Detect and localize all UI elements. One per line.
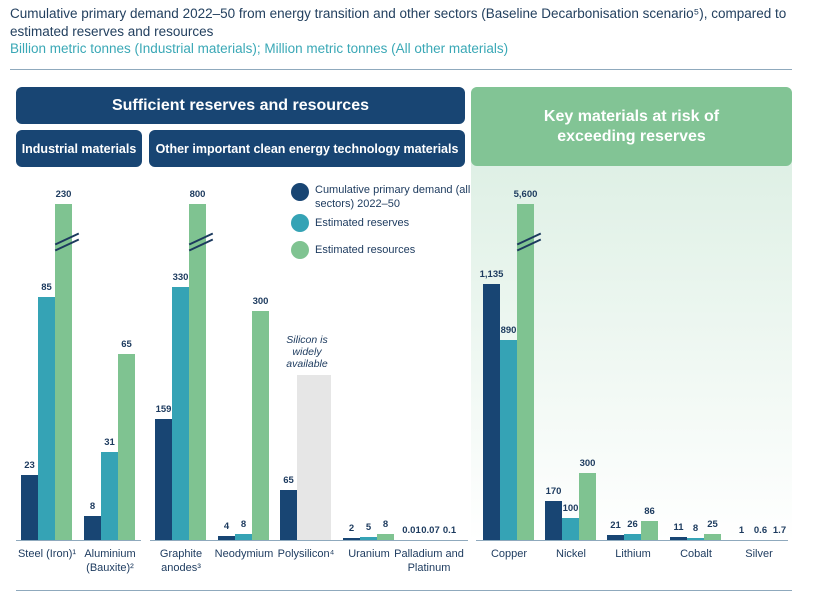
bar-demand [607, 535, 624, 540]
data-label: 4 [223, 521, 230, 532]
bar-reserves [360, 537, 377, 540]
bar-reserves [38, 297, 55, 540]
category-label: Aluminium (Bauxite)² [84, 548, 136, 574]
category-label: Polysilicon⁴ [277, 548, 335, 560]
category-label: Cobalt [680, 548, 712, 560]
data-label: 0.6 [753, 525, 768, 536]
data-label: 100 [562, 503, 579, 514]
bar-resources [579, 473, 596, 540]
baseline-industrial [16, 540, 141, 541]
bar-resources [641, 521, 658, 540]
legend-reserves: Estimated reserves [291, 214, 409, 232]
legend-resources: Estimated resources [291, 241, 415, 259]
bar-demand [670, 537, 687, 540]
data-label: 8 [382, 519, 389, 530]
bar-demand [21, 475, 38, 540]
bar-not-applicable [297, 375, 331, 540]
category-label: Graphite anodes³ [159, 548, 203, 574]
risk-header-label: Key materials at risk of exceeding reser… [543, 107, 720, 145]
data-label: 86 [644, 506, 655, 517]
category-label: Silver [745, 548, 773, 560]
bar-reserves [172, 287, 189, 540]
data-label: 65 [121, 339, 132, 350]
legend-reserves-label: Estimated reserves [315, 217, 410, 229]
category-label: Nickel [556, 548, 586, 560]
bottom-rule [16, 590, 792, 591]
bar-reserves [101, 452, 118, 540]
data-label: 0.01 [402, 525, 421, 536]
data-label: 8 [692, 523, 699, 534]
baseline-risk [476, 540, 788, 541]
data-label: 300 [579, 458, 596, 469]
sufficient-header: Sufficient reserves and resources [16, 87, 465, 124]
legend-resources-label: Estimated resources [315, 244, 416, 256]
bar-demand [280, 490, 297, 540]
data-label: 2 [348, 523, 355, 534]
category-label: Neodymium [214, 548, 274, 560]
data-label: 170 [545, 486, 562, 497]
data-label: 1,135 [479, 269, 504, 280]
bar-resources [377, 534, 394, 540]
category-label: Copper [490, 548, 528, 560]
data-label: 5 [365, 522, 372, 533]
legend-demand-label: Cumulative primary demand (all sectors) … [315, 184, 471, 210]
category-label: Palladium and Platinum [394, 548, 464, 574]
bar-reserves [235, 534, 252, 540]
chart-subtitle: Billion metric tonnes (Industrial materi… [10, 41, 509, 56]
bar-reserves [500, 340, 517, 540]
data-label: 31 [104, 437, 115, 448]
bar-demand [483, 284, 500, 540]
bar-demand [155, 419, 172, 540]
data-label: 5,600 [513, 189, 538, 200]
data-label: 11 [673, 522, 684, 533]
bar-reserves [687, 538, 704, 540]
data-label: 25 [707, 519, 718, 530]
bar-resources [252, 311, 269, 540]
bar-demand [545, 501, 562, 540]
legend-reserves-swatch [291, 214, 309, 232]
data-label: 300 [252, 296, 269, 307]
data-label: 26 [627, 519, 638, 530]
other-header: Other important clean energy technology … [149, 130, 465, 167]
category-label: Steel (Iron)¹ [17, 548, 77, 560]
silicon-annotation: Silicon is widely available [286, 334, 328, 370]
bar-demand [218, 536, 235, 540]
chart-title: Cumulative primary demand 2022–50 from e… [10, 6, 787, 39]
legend-demand-swatch [291, 183, 309, 201]
bar-demand [84, 516, 101, 540]
data-label: 85 [41, 282, 52, 293]
bar-resources [189, 204, 206, 540]
data-label: 0.07 [421, 525, 440, 536]
top-rule [10, 69, 792, 70]
bar-resources [704, 534, 721, 540]
category-label: Lithium [615, 548, 651, 560]
data-label: 23 [24, 460, 35, 471]
bar-resources [517, 204, 534, 540]
data-label: 8 [89, 501, 96, 512]
bar-reserves [624, 534, 641, 540]
data-label: 21 [610, 520, 621, 531]
bar-demand [343, 538, 360, 540]
data-label: 800 [189, 189, 206, 200]
data-label: 0.1 [442, 525, 457, 536]
legend-resources-swatch [291, 241, 309, 259]
data-label: 1 [738, 525, 745, 536]
industrial-header: Industrial materials [16, 130, 142, 167]
data-label: 65 [283, 475, 294, 486]
category-label: Uranium [348, 548, 390, 560]
data-label: 1.7 [772, 525, 787, 536]
data-label: 890 [500, 325, 517, 336]
data-label: 330 [172, 272, 189, 283]
data-label: 159 [155, 404, 172, 415]
data-label: 230 [55, 189, 72, 200]
data-label: 8 [240, 519, 247, 530]
bar-reserves [562, 518, 579, 540]
bar-resources [55, 204, 72, 540]
bar-resources [118, 354, 135, 540]
risk-header: Key materials at risk of exceeding reser… [471, 87, 792, 166]
legend-demand: Cumulative primary demand (all sectors) … [291, 183, 475, 211]
baseline-other [150, 540, 468, 541]
